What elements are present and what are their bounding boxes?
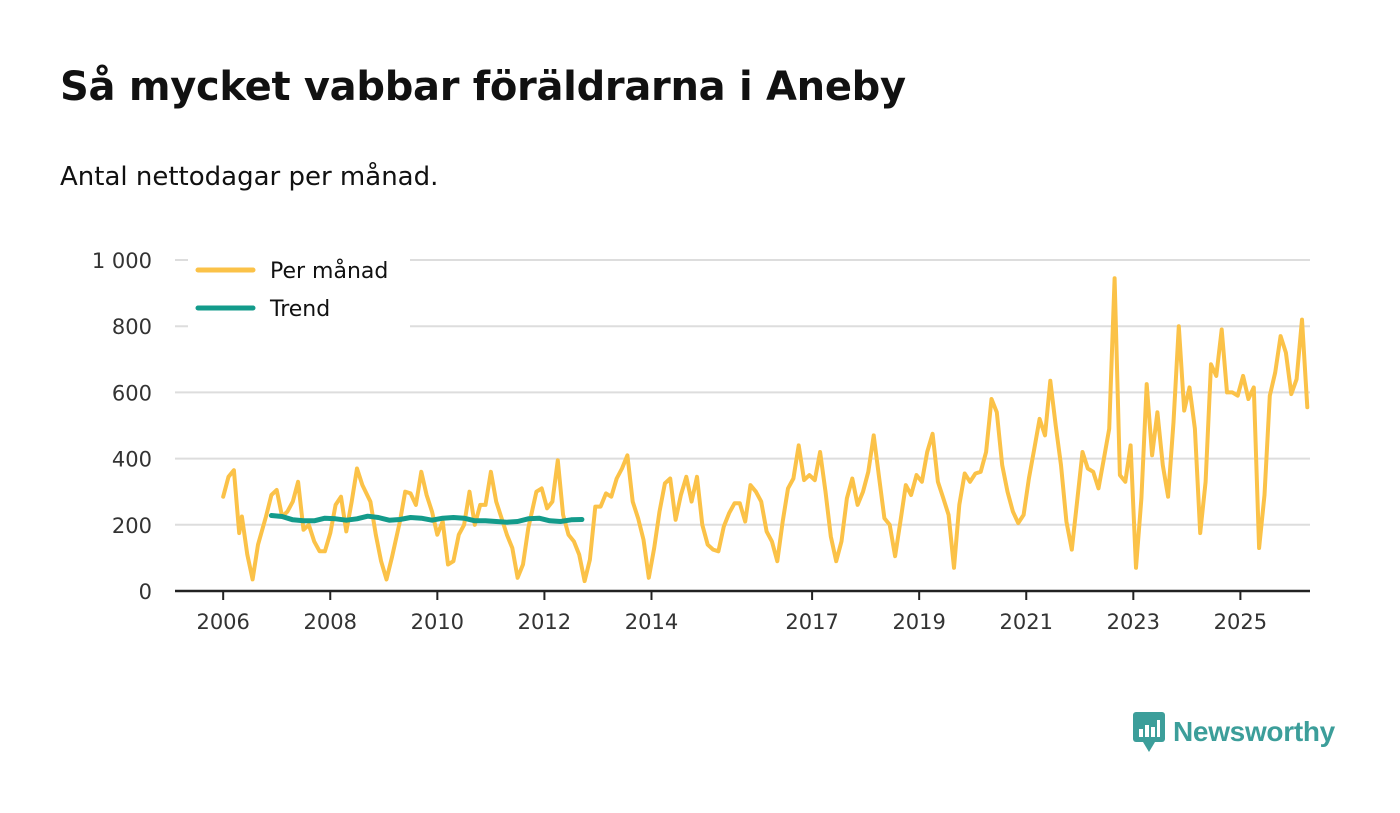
legend-background	[188, 250, 410, 328]
legend: Per månad Trend	[188, 250, 410, 328]
series-lines	[221, 276, 1310, 584]
x-axis: 2006 2008 2010 2012 2014 2017 2019 2021 2023 2025	[175, 589, 1310, 634]
x-tick-label: 2019	[892, 610, 945, 634]
brand-name: Newsworthy	[1173, 716, 1335, 747]
y-tick-label: 200	[112, 514, 152, 538]
y-tick-label: 0	[139, 580, 152, 604]
x-tick-label: 2025	[1214, 610, 1267, 634]
x-tick-label: 2023	[1107, 610, 1160, 634]
x-tick-label: 2008	[304, 610, 357, 634]
y-tick-label: 600	[112, 381, 152, 405]
x-tick-label: 2012	[518, 610, 571, 634]
series-line-trend	[268, 513, 585, 525]
newsworthy-logo[interactable]: Newsworthy	[1133, 712, 1335, 752]
x-tick-label: 2006	[196, 610, 249, 634]
legend-label-trend: Trend	[269, 297, 330, 322]
legend-label-per-month: Per månad	[270, 258, 388, 284]
newsworthy-logo-icon	[1133, 712, 1165, 752]
chart-subtitle: Antal nettodagar per månad.	[60, 162, 439, 192]
series-line-per-month	[221, 276, 1310, 584]
x-tick-label: 2021	[1000, 610, 1053, 634]
x-tick-label: 2017	[785, 610, 838, 634]
y-tick-label: 800	[112, 315, 152, 339]
y-tick-label: 1 000	[92, 249, 152, 273]
x-tick-label: 2010	[411, 610, 464, 634]
chart-title: Så mycket vabbar föräldrarna i Aneby	[60, 64, 906, 110]
y-axis: 0 200 400 600 800 1 000	[92, 249, 152, 604]
y-tick-label: 400	[112, 448, 152, 472]
x-tick-label: 2014	[625, 610, 678, 634]
